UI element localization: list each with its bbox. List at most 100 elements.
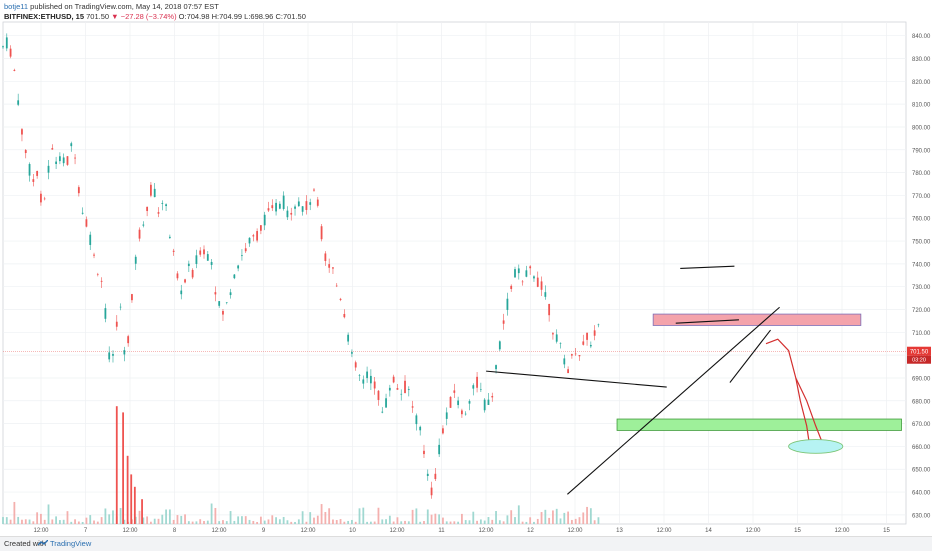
candle-body bbox=[563, 358, 566, 365]
candle-body bbox=[533, 276, 535, 279]
candle-body bbox=[297, 201, 300, 207]
volume-bar bbox=[210, 503, 213, 524]
candle-body bbox=[373, 381, 376, 389]
volume-spike bbox=[126, 455, 129, 524]
candle-body bbox=[267, 208, 270, 211]
candle-body bbox=[115, 321, 118, 327]
candle-body bbox=[203, 249, 205, 255]
candle-body bbox=[339, 298, 342, 300]
tradingview-brand[interactable]: TradingView bbox=[50, 539, 92, 548]
candle-body bbox=[161, 202, 164, 204]
candle-body bbox=[419, 426, 422, 431]
volume-spike bbox=[115, 406, 118, 524]
candle-body bbox=[502, 320, 505, 324]
countdown-tag bbox=[907, 355, 931, 364]
volume-bar bbox=[278, 519, 281, 524]
candle-body bbox=[381, 411, 384, 413]
low-value: L:698.96 bbox=[244, 12, 274, 21]
candle-body bbox=[570, 354, 573, 356]
volume-bar bbox=[28, 519, 31, 524]
candle-body bbox=[578, 355, 581, 357]
candle-body bbox=[263, 214, 266, 226]
candle-body bbox=[176, 273, 179, 279]
candle-body bbox=[335, 285, 338, 287]
volume-bar bbox=[468, 520, 471, 524]
volume-bar bbox=[529, 517, 532, 524]
volume-bar bbox=[43, 519, 46, 524]
x-tick-label: 7 bbox=[84, 528, 88, 534]
candle-body bbox=[555, 334, 558, 342]
author-link[interactable]: botje11 bbox=[4, 2, 29, 11]
candle-body bbox=[131, 294, 133, 301]
volume-bar bbox=[453, 521, 456, 524]
volume-bar bbox=[195, 521, 198, 524]
y-tick-label: 630.00 bbox=[912, 513, 931, 519]
candle-body bbox=[290, 212, 293, 215]
candle-body bbox=[168, 236, 171, 238]
volume-spike bbox=[130, 474, 133, 524]
candle-body bbox=[259, 225, 262, 231]
x-tick-label: 8 bbox=[173, 528, 177, 534]
candle-body bbox=[574, 353, 577, 355]
volume-bar bbox=[47, 504, 50, 524]
volume-bar bbox=[229, 511, 232, 524]
volume-bar bbox=[294, 521, 296, 524]
volume-bar bbox=[206, 520, 209, 524]
candle-body bbox=[222, 311, 224, 315]
volume-bar bbox=[2, 517, 4, 524]
x-tick-label: 12:00 bbox=[656, 528, 672, 534]
volume-bar bbox=[434, 513, 437, 524]
volume-bar bbox=[555, 508, 558, 524]
volume-bar bbox=[388, 515, 391, 524]
volume-bar bbox=[191, 521, 194, 524]
candle-body bbox=[354, 362, 357, 368]
volume-bar bbox=[214, 507, 217, 524]
candle-body bbox=[316, 199, 319, 206]
candle-body bbox=[544, 292, 547, 297]
volume-bar bbox=[153, 518, 156, 524]
volume-bar bbox=[392, 521, 395, 524]
candle-body bbox=[206, 254, 209, 261]
volume-bar bbox=[142, 517, 145, 524]
candle-body bbox=[123, 350, 126, 355]
volume-bar bbox=[267, 519, 270, 524]
x-tick-label: 13 bbox=[616, 528, 623, 534]
candle-body bbox=[146, 206, 149, 212]
candle-body bbox=[343, 313, 346, 318]
price-axis[interactable]: 630.00 640.00 650.00 660.00 670.00 680.00 690.… bbox=[907, 34, 931, 519]
volume-bar bbox=[589, 508, 592, 524]
candle-body bbox=[483, 399, 486, 411]
y-tick-label: 760.00 bbox=[912, 217, 931, 223]
volume-bar bbox=[582, 512, 585, 524]
volume-bar bbox=[332, 519, 334, 524]
volume-bar bbox=[66, 511, 69, 524]
candle-body bbox=[392, 376, 395, 383]
volume-bar bbox=[93, 520, 95, 524]
volume-bar bbox=[525, 521, 528, 524]
volume-bar bbox=[301, 511, 304, 524]
volume-bar bbox=[32, 521, 35, 524]
y-tick-label: 680.00 bbox=[912, 399, 931, 405]
candle-body bbox=[453, 390, 456, 393]
time-axis[interactable]: 12:00 7 12:00 8 12:00 9 12:00 10 12:00 11 12:00 12 1… bbox=[33, 528, 890, 534]
candle-body bbox=[104, 308, 107, 319]
candle-body bbox=[377, 390, 380, 400]
volume-bar bbox=[146, 516, 149, 524]
price-chart[interactable]: 630.00 640.00 650.00 660.00 670.00 680.00 690.… bbox=[0, 0, 932, 536]
volume-bar bbox=[85, 517, 88, 524]
volume-bar bbox=[112, 510, 114, 524]
volume-bar bbox=[498, 520, 501, 524]
tradingview-logo-icon bbox=[38, 540, 48, 546]
candle-body bbox=[320, 226, 323, 240]
volume-bar bbox=[290, 521, 293, 524]
volume-spike bbox=[122, 412, 124, 524]
volume-bar bbox=[559, 518, 562, 524]
volume-bar bbox=[563, 512, 566, 524]
candle-body bbox=[529, 266, 532, 269]
candle-body bbox=[517, 268, 520, 274]
candle-body bbox=[66, 156, 69, 165]
publish-line: botje11 published on TradingView.com, Ma… bbox=[4, 2, 306, 12]
candle-body bbox=[510, 285, 513, 290]
volume-bar bbox=[373, 521, 376, 524]
candle-body bbox=[476, 376, 478, 388]
